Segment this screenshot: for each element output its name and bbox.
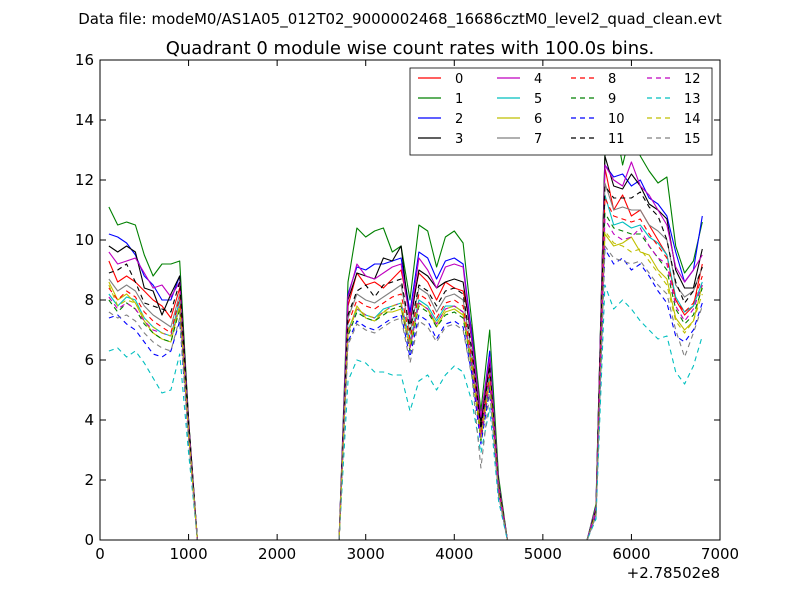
- series-line-3: [108, 155, 703, 540]
- series-line-12: [108, 218, 703, 540]
- y-tick-label: 8: [84, 291, 94, 309]
- y-tick-label: 14: [75, 111, 94, 129]
- x-tick-label: 0: [95, 545, 105, 563]
- y-tick-label: 4: [84, 411, 94, 429]
- x-tick-label: 5000: [524, 545, 562, 563]
- x-tick-label: 7000: [701, 545, 739, 563]
- series-line-4: [108, 161, 703, 540]
- x-tick-label: 6000: [612, 545, 650, 563]
- x-tick-label: 2000: [258, 545, 296, 563]
- y-tick-label: 12: [75, 171, 94, 189]
- series-line-10: [108, 248, 703, 540]
- series-line-9: [108, 212, 703, 540]
- legend-label-15: 15: [684, 132, 701, 147]
- legend-label-6: 6: [534, 112, 542, 127]
- legend-box: [409, 67, 713, 156]
- x-tick-label: 4000: [435, 545, 473, 563]
- series-line-11: [108, 185, 703, 540]
- legend-label-8: 8: [608, 72, 616, 87]
- x-axis: 0 1000 2000 3000 4000 5000 6000 7000: [95, 60, 739, 563]
- x-tick-label: 1000: [169, 545, 207, 563]
- chart-title: Quadrant 0 module wise count rates with …: [166, 38, 655, 59]
- legend-label-12: 12: [684, 72, 701, 87]
- chart-suptitle: Data file: modeM0/AS1A05_012T02_90000024…: [78, 10, 722, 29]
- series-line-8: [108, 197, 703, 540]
- series-line-2: [108, 164, 703, 540]
- legend-label-3: 3: [455, 132, 463, 147]
- legend-label-5: 5: [534, 92, 542, 107]
- y-tick-label: 6: [84, 351, 94, 369]
- legend-label-14: 14: [684, 112, 701, 127]
- series-line-7: [108, 182, 703, 540]
- y-tick-label: 0: [84, 531, 94, 549]
- x-offset-label: +2.78502e8: [627, 564, 720, 582]
- legend-label-11: 11: [608, 132, 625, 147]
- legend-label-1: 1: [455, 92, 463, 107]
- plot-lines: [108, 116, 703, 540]
- y-tick-label: 2: [84, 471, 94, 489]
- legend-label-4: 4: [534, 72, 542, 87]
- legend-label-9: 9: [608, 92, 616, 107]
- series-line-15: [108, 245, 703, 540]
- legend-label-7: 7: [534, 132, 542, 147]
- series-line-14: [108, 230, 703, 540]
- legend-label-13: 13: [684, 92, 701, 107]
- x-tick-label: 3000: [347, 545, 385, 563]
- y-tick-label: 16: [75, 51, 94, 69]
- legend-label-2: 2: [455, 112, 463, 127]
- series-line-5: [108, 194, 703, 540]
- legend-label-10: 10: [608, 112, 625, 127]
- series-line-13: [108, 284, 703, 540]
- y-tick-label: 10: [75, 231, 94, 249]
- series-line-6: [108, 233, 703, 540]
- legend-label-0: 0: [455, 72, 463, 87]
